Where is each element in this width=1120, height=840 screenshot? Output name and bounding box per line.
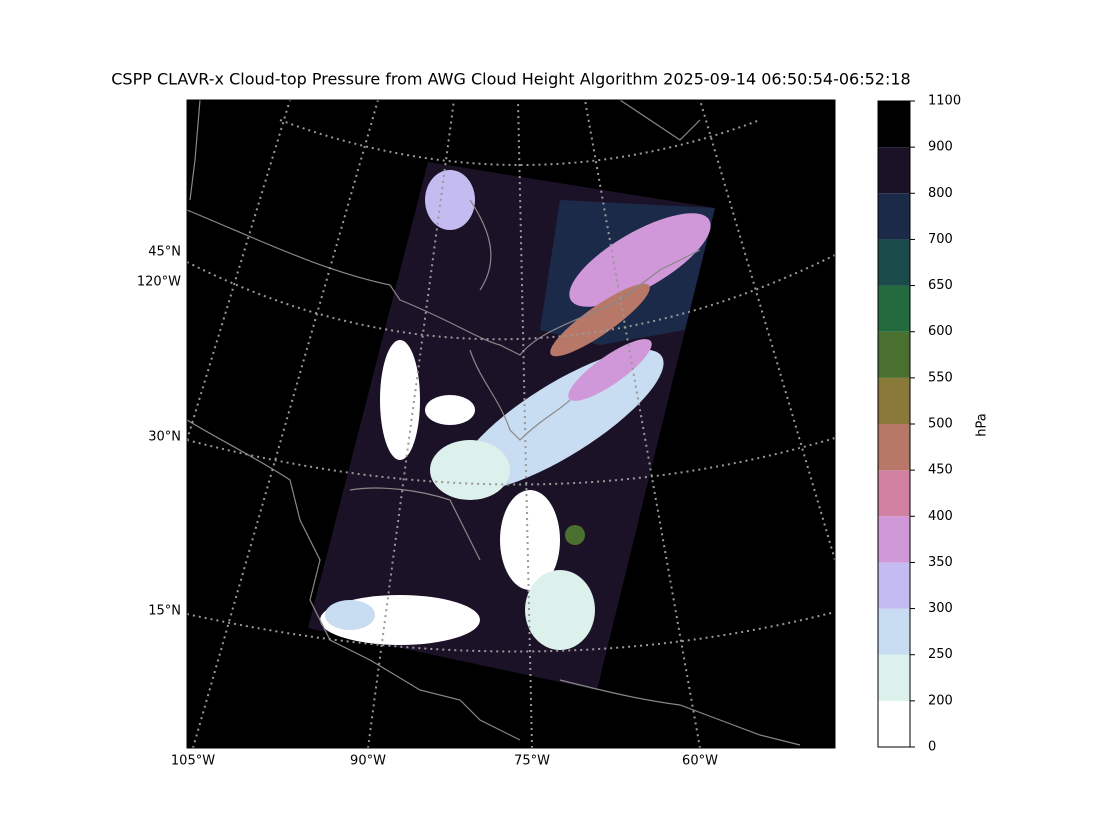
colorbar-tick-label: 550 xyxy=(928,370,953,385)
colorbar-tick-label: 300 xyxy=(928,601,953,616)
colorbar: 0 200 250 300 350 400 450 500 550 600 650 700 800 900… xyxy=(877,94,961,755)
lon-label: 90°W xyxy=(350,754,386,769)
colorbar-tick-label: 200 xyxy=(928,693,953,708)
lon-label: 60°W xyxy=(682,754,718,769)
colorbar-band xyxy=(878,424,910,471)
colorbar-tick-label: 250 xyxy=(928,647,953,662)
colorbar-tick-label: 1100 xyxy=(928,94,961,109)
colorbar-band xyxy=(878,516,910,563)
colorbar-tick-label: 0 xyxy=(928,740,936,755)
colorbar-band xyxy=(878,101,910,148)
colorbar-tick-label: 400 xyxy=(928,509,953,524)
colorbar-band xyxy=(878,608,910,655)
swath xyxy=(308,162,715,690)
colorbar-band xyxy=(878,700,910,747)
colorbar-band xyxy=(878,562,910,609)
colorbar-tick-label: 350 xyxy=(928,555,953,570)
colorbar-tick-label: 900 xyxy=(928,140,953,155)
colorbar-band xyxy=(878,285,910,332)
lat-label: 120°W xyxy=(137,275,181,290)
colorbar-band xyxy=(878,654,910,701)
colorbar-band xyxy=(878,239,910,286)
colorbar-tick-label: 650 xyxy=(928,278,953,293)
colorbar-band xyxy=(878,470,910,517)
title: CSPP CLAVR-x Cloud-top Pressure from AWG… xyxy=(111,70,910,89)
colorbar-band xyxy=(878,193,910,240)
lon-label: 75°W xyxy=(514,754,550,769)
coastlines xyxy=(187,100,801,746)
colorbar-tick-label: 800 xyxy=(928,186,953,201)
lon-label: 105°W xyxy=(171,754,215,769)
colorbar-tick-label: 500 xyxy=(928,417,953,432)
graticule xyxy=(187,100,835,748)
lat-label: 15°N xyxy=(148,604,181,619)
lat-label: 30°N xyxy=(148,430,181,445)
colorbar-band xyxy=(878,147,910,194)
colorbar-tick-label: 600 xyxy=(928,324,953,339)
map-frame xyxy=(186,99,836,749)
colorbar-tick-label: 450 xyxy=(928,463,953,478)
colorbar-tick-label: 700 xyxy=(928,232,953,247)
colorbar-band xyxy=(878,377,910,424)
colorbar-label: hPa xyxy=(975,413,990,436)
lat-label: 45°N xyxy=(148,245,181,260)
map xyxy=(186,99,836,749)
colorbar-band xyxy=(878,331,910,378)
